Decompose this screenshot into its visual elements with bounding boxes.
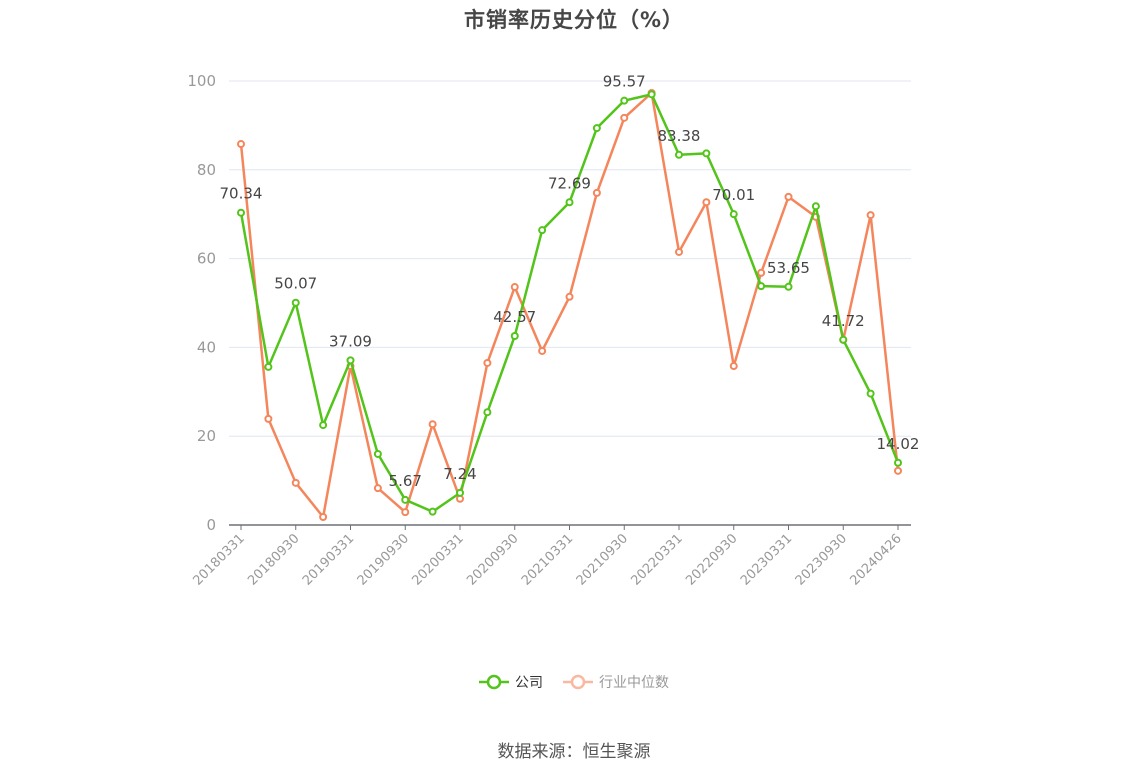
legend-label-company: 公司 [515, 675, 543, 691]
industry-point[interactable] [729, 362, 738, 371]
company-point[interactable] [373, 449, 382, 458]
y-tick-label: 40 [197, 338, 216, 356]
x-tick-label: 20190930 [355, 531, 412, 588]
data-label: 41.72 [822, 312, 865, 330]
data-label: 5.67 [389, 472, 422, 490]
company-point[interactable] [839, 335, 848, 344]
data-label: 14.02 [877, 435, 920, 453]
series-industry-median [237, 88, 902, 522]
x-tick-label: 20210930 [574, 531, 631, 588]
chart-title: 市销率历史分位（%） [463, 8, 685, 32]
y-tick-label: 60 [197, 250, 216, 268]
company-point[interactable] [565, 198, 574, 207]
y-tick-label: 0 [206, 516, 216, 534]
x-tick-label: 20240426 [847, 531, 904, 588]
x-tick-label: 20180930 [245, 531, 302, 588]
company-point[interactable] [264, 362, 273, 371]
company-line-circle-icon [479, 674, 509, 690]
industry-point[interactable] [702, 198, 711, 207]
company-point[interactable] [811, 202, 820, 211]
company-point[interactable] [483, 408, 492, 417]
company-point[interactable] [784, 282, 793, 291]
legend-item-company[interactable]: 公司 [479, 672, 543, 692]
legend-label-industry: 行业中位数 [599, 675, 669, 691]
x-tick-label: 20210331 [519, 531, 576, 588]
data-label: 70.34 [220, 185, 263, 203]
industry-point[interactable] [538, 346, 547, 355]
data-label: 70.01 [712, 186, 755, 204]
company-point[interactable] [647, 90, 656, 99]
y-tick-label: 20 [197, 427, 216, 445]
company-point[interactable] [729, 210, 738, 219]
series-company [237, 90, 902, 516]
x-tick-label: 20180331 [190, 531, 247, 588]
company-point[interactable] [401, 495, 410, 504]
x-tick-label: 20230331 [738, 531, 795, 588]
company-point[interactable] [592, 124, 601, 133]
industry-point[interactable] [373, 484, 382, 493]
industry-point[interactable] [565, 292, 574, 301]
data-label: 72.69 [548, 174, 591, 192]
x-tick-label: 20190331 [300, 531, 357, 588]
industry-point[interactable] [428, 420, 437, 429]
industry-point[interactable] [291, 478, 300, 487]
industry-point[interactable] [675, 247, 683, 256]
data-label: 50.07 [274, 275, 317, 293]
industry-point[interactable] [237, 140, 245, 149]
x-tick-label: 20200331 [409, 531, 466, 588]
company-point[interactable] [894, 458, 902, 467]
legend-item-industry[interactable]: 行业中位数 [563, 672, 669, 692]
company-point[interactable] [702, 149, 711, 158]
industry-point[interactable] [592, 188, 601, 197]
company-point[interactable] [346, 356, 355, 365]
company-point[interactable] [620, 96, 629, 105]
y-tick-label: 80 [197, 161, 216, 179]
company-point[interactable] [428, 507, 437, 516]
industry-point[interactable] [483, 358, 492, 367]
company-point[interactable] [866, 389, 875, 398]
industry-point[interactable] [264, 414, 273, 423]
legend: 公司 行业中位数 [0, 672, 1148, 692]
data-label: 42.57 [493, 308, 536, 326]
industry-point[interactable] [757, 268, 766, 277]
industry-point[interactable] [620, 113, 629, 122]
industry-point[interactable] [866, 211, 875, 220]
data-labels: 70.34 50.07 37.09 5.67 7.24 42.57 72.69 95.57 83… [220, 73, 920, 490]
data-label: 7.24 [443, 465, 476, 483]
data-label: 83.38 [658, 127, 701, 145]
company-point[interactable] [456, 488, 464, 497]
x-tick-label: 20200930 [464, 531, 521, 588]
y-tick-label: 100 [187, 72, 216, 90]
industry-line [239, 91, 900, 519]
industry-point[interactable] [784, 192, 793, 201]
company-point[interactable] [510, 331, 519, 340]
industry-point[interactable] [894, 466, 902, 475]
data-label: 95.57 [603, 73, 646, 91]
company-point[interactable] [675, 150, 683, 159]
data-label: 37.09 [329, 332, 372, 350]
company-point[interactable] [319, 421, 328, 430]
industry-point[interactable] [319, 513, 328, 522]
industry-point[interactable] [510, 283, 519, 292]
company-line [239, 93, 900, 513]
company-point[interactable] [291, 298, 300, 307]
data-label: 53.65 [767, 259, 810, 277]
x-tick-label: 20220930 [683, 531, 740, 588]
x-axis: 2018033120180930201903312019093020200331… [190, 524, 911, 589]
industry-line-circle-icon [563, 674, 593, 690]
company-point[interactable] [538, 226, 547, 235]
company-point[interactable] [237, 208, 245, 217]
y-axis: 0 20 40 60 80 100 [187, 72, 216, 534]
x-tick-label: 20220331 [628, 531, 685, 588]
x-tick-label: 20230930 [793, 531, 850, 588]
data-source: 数据来源：恒生聚源 [497, 742, 651, 762]
company-point[interactable] [757, 282, 766, 291]
industry-point[interactable] [401, 508, 410, 517]
